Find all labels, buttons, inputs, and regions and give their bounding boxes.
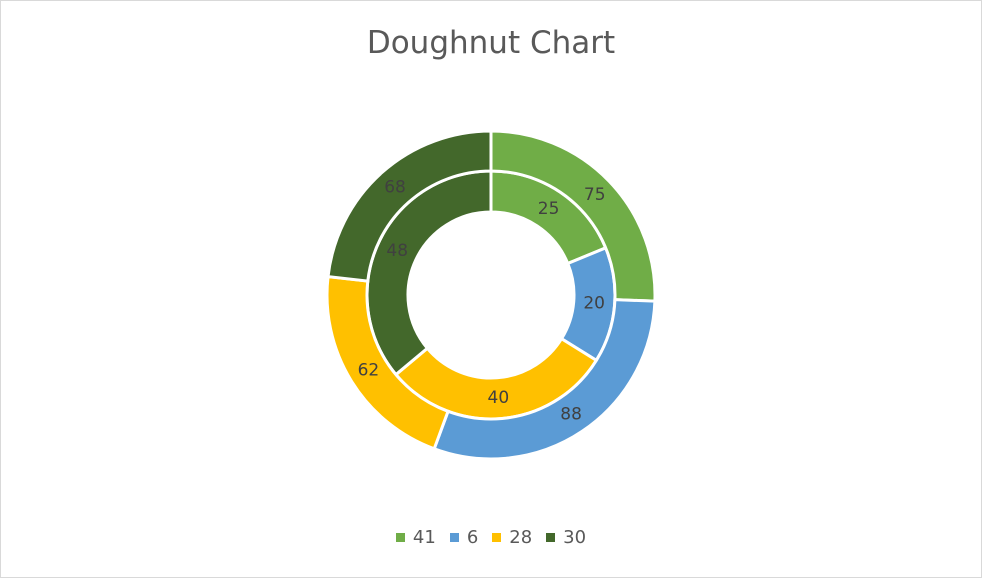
inner-ring-data-label: 48	[386, 241, 408, 261]
legend-swatch	[449, 533, 459, 542]
legend-swatch	[546, 533, 556, 542]
outer-ring-data-label: 62	[358, 361, 380, 381]
legend-item: 28	[492, 527, 532, 548]
legend-item: 30	[546, 527, 586, 548]
legend-label: 28	[509, 527, 533, 548]
inner-ring-data-label: 25	[538, 199, 560, 219]
outer-ring-data-label: 75	[584, 185, 606, 205]
legend-swatch	[395, 533, 405, 542]
inner-ring-data-label: 20	[583, 294, 605, 314]
outer-ring-data-label: 88	[560, 405, 582, 425]
chart-title: Doughnut Chart	[366, 25, 616, 61]
legend-item: 41	[395, 527, 436, 548]
legend-label: 30	[563, 527, 587, 548]
legend-swatch	[492, 533, 502, 542]
legend-item: 6	[449, 527, 479, 548]
legend-label: 41	[412, 527, 436, 548]
outer-ring-data-label: 68	[384, 178, 406, 198]
inner-ring-data-label: 40	[488, 388, 510, 408]
doughnut-data-labels: 25 20 40 48 75 88 62 68	[358, 178, 606, 425]
legend-label: 6	[466, 527, 479, 548]
doughnut-slices	[325, 129, 657, 461]
outer-ring-slice	[326, 129, 493, 283]
legend: 41 6 28 30	[1, 527, 981, 548]
